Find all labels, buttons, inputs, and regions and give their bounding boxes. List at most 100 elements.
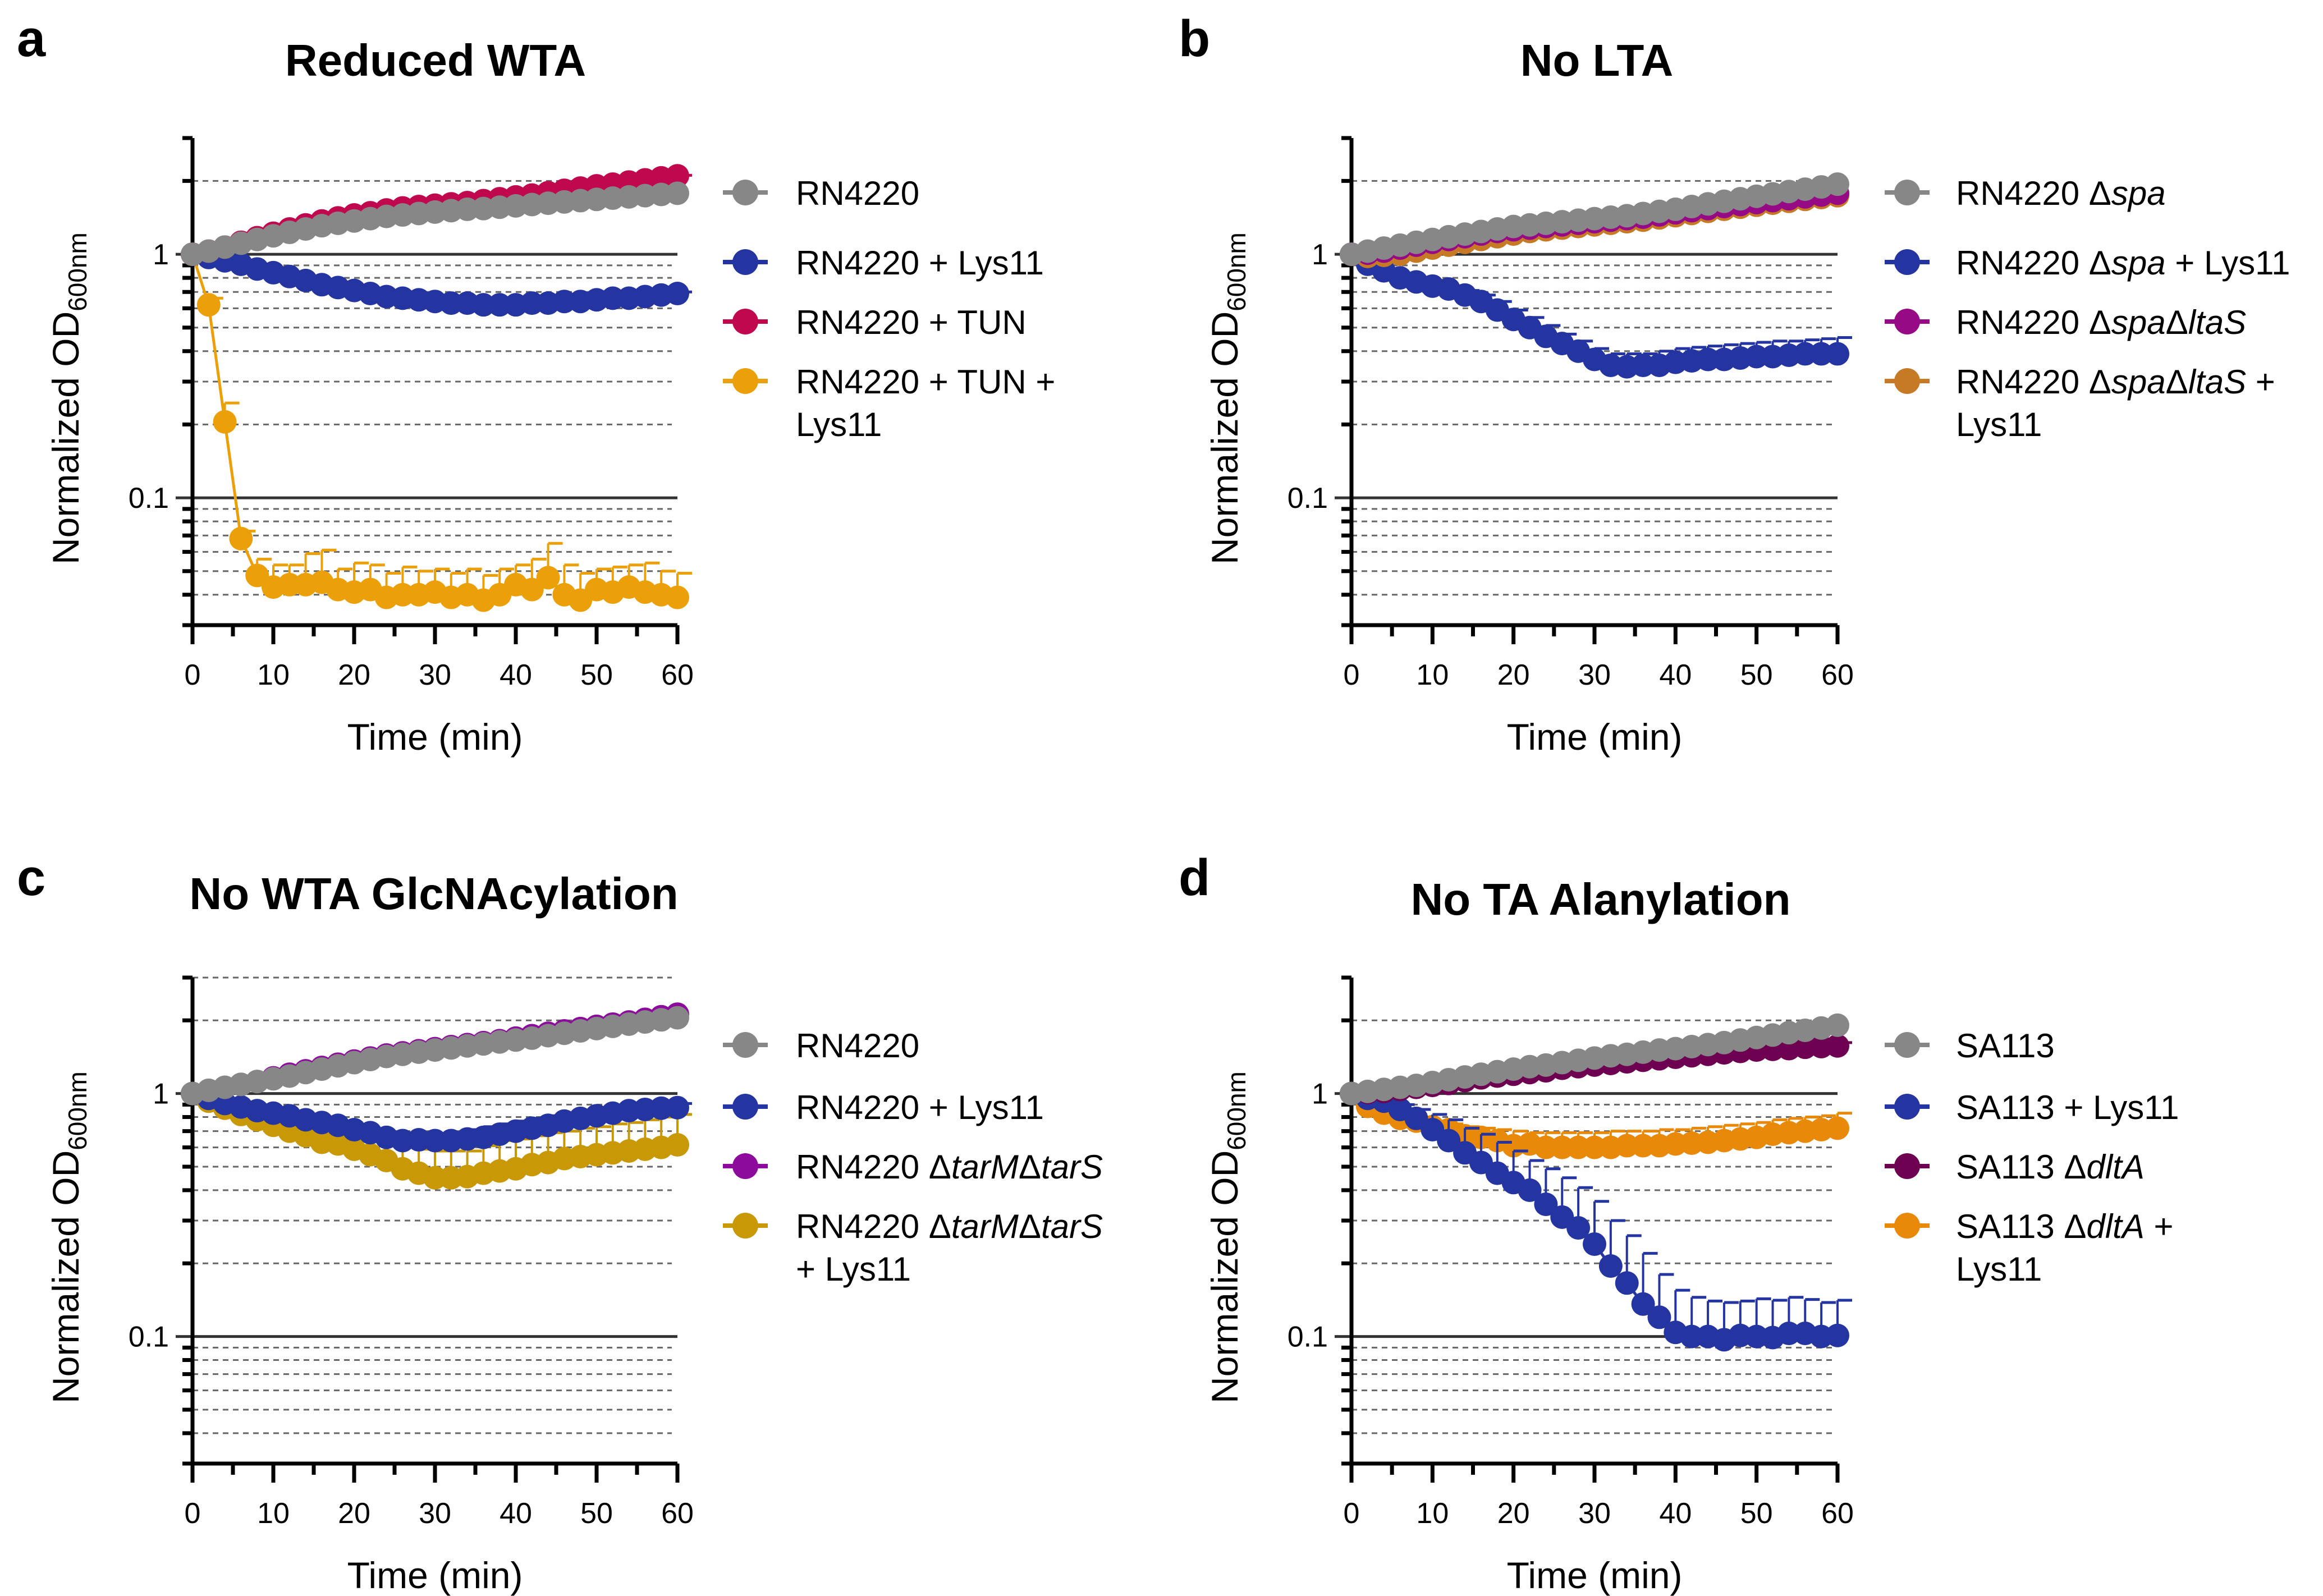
data-point [520, 577, 544, 602]
legend-label-part: Δ [1019, 1148, 1041, 1186]
legend-label-part: tarM [951, 1148, 1019, 1186]
y-axis-title: Normalized OD600nm [45, 232, 92, 565]
plot-area: 1 0.1 0 10 20 30 40 50 60 Time (min) Normalized OD… [45, 975, 694, 1596]
series-rn4220-lys11 [181, 242, 692, 317]
legend-label-part: + Lys11 [796, 1250, 911, 1288]
x-tick-label: 0 [1344, 1497, 1360, 1530]
legend-label-part: RN4220 [796, 1027, 919, 1065]
panel-letter: b [1179, 10, 1210, 67]
data-point [1647, 1305, 1671, 1329]
x-tick-label: 10 [1416, 1497, 1449, 1530]
legend-label-part: Lys11 [1956, 406, 2042, 443]
legend-label-part: dltA [2086, 1148, 2144, 1186]
x-tick-label: 20 [338, 1497, 370, 1530]
x-tick-label: 40 [1659, 659, 1692, 691]
data-point [439, 291, 463, 315]
axes: 1 0.1 0 10 20 30 40 50 60 Time (min) Normalized OD… [45, 136, 694, 758]
x-tick-label: 30 [1578, 659, 1611, 691]
data-point [1826, 172, 1849, 196]
legend-marker [1894, 1213, 1920, 1239]
legend-label: SA113 + Lys11 [1956, 1089, 2179, 1126]
legend-marker [732, 309, 758, 334]
axes: 1 0.1 0 10 20 30 40 50 60 Time (min) Normalized OD… [1204, 975, 1854, 1596]
y-axis-title-subscript: 600nm [63, 1071, 92, 1150]
x-tick-label: 50 [580, 659, 613, 691]
y-axis-title-main: Normalized OD [45, 1150, 86, 1404]
data-point [1777, 1322, 1801, 1346]
y-axis-title-subscript: 600nm [63, 232, 92, 311]
y-axis-title: Normalized OD600nm [1204, 1071, 1251, 1404]
legend-label-part: SA113 + Lys11 [1956, 1089, 2179, 1126]
legend-marker [1894, 1153, 1920, 1179]
legend-item: RN4220 + Lys11 [723, 1089, 1044, 1126]
legend-label-part: Lys11 [796, 406, 882, 443]
data-point [552, 290, 576, 314]
data-point [1696, 347, 1720, 372]
series-rn4220 [181, 1006, 689, 1106]
legend-label-part: spa [2111, 175, 2166, 212]
legend-item: RN4220 ΔtarMΔtarS [723, 1148, 1103, 1186]
legend-item: RN4220 [723, 175, 919, 212]
data-point [196, 293, 221, 317]
x-tick-label: 40 [1659, 1497, 1692, 1530]
data-point [1809, 342, 1834, 366]
legend-marker [1894, 180, 1920, 205]
data-point [1583, 1232, 1606, 1256]
x-tick-label: 0 [185, 1497, 201, 1530]
y-axis-title-subscript: 600nm [1222, 232, 1251, 311]
data-point [213, 410, 237, 434]
y-tick-label: 0.1 [129, 482, 169, 515]
y-axis-title-subscript: 600nm [1222, 1071, 1251, 1150]
legend-label: RN4220 ΔspaΔltaS + Lys11 [1956, 363, 2275, 443]
data-point [666, 1006, 689, 1030]
x-axis-title: Time (min) [347, 716, 523, 758]
x-tick-label: 60 [1821, 659, 1854, 691]
y-axis-title-main: Normalized OD [45, 311, 86, 565]
data-point [601, 286, 625, 310]
plot-area: 1 0.1 0 10 20 30 40 50 60 Time (min) Normalized OD… [45, 136, 694, 758]
legend-marker [732, 1032, 758, 1058]
legend-label-part: RN4220 [796, 175, 919, 212]
panel-letter: d [1179, 849, 1210, 906]
legend-label-part: SA113 Δ [1956, 1148, 2086, 1186]
x-axis-title: Time (min) [347, 1554, 523, 1596]
x-tick-label: 20 [1497, 659, 1530, 691]
data-point [229, 526, 253, 551]
legend-label: RN4220 + TUN + Lys11 [796, 363, 1055, 443]
legend-label-part: SA113 Δ [1956, 1208, 2086, 1245]
data-point [1826, 1034, 1849, 1058]
x-tick-label: 50 [1740, 1497, 1773, 1530]
data-point [1793, 342, 1817, 366]
legend-marker [732, 1153, 758, 1179]
data-point [423, 1166, 447, 1190]
x-tick-label: 0 [1344, 659, 1360, 691]
legend-item: RN4220 + Lys11 [723, 244, 1044, 282]
legend-marker [732, 180, 758, 205]
series-rn4220-lys11 [181, 1081, 692, 1153]
legend-label: SA113 ΔdltA [1956, 1148, 2145, 1186]
x-tick-label: 10 [1416, 659, 1449, 691]
data-point [1680, 1324, 1704, 1349]
x-tick-label: 40 [500, 659, 532, 691]
axes: 1 0.1 0 10 20 30 40 50 60 Time (min) Normalized OD… [1204, 136, 1854, 758]
data-point [277, 572, 301, 597]
legend-marker [1894, 368, 1920, 394]
data-point [1534, 1193, 1558, 1217]
legend-marker [732, 1213, 758, 1239]
data-point [666, 585, 689, 609]
legend-label-part: RN4220 + TUN + [796, 363, 1055, 401]
legend-label: RN4220 [796, 1027, 919, 1065]
legend-label-part: tarS [1041, 1148, 1103, 1186]
plot-area: 1 0.1 0 10 20 30 40 50 60 Time (min) Normalized OD… [1204, 136, 1854, 758]
data-point [520, 291, 544, 315]
legend-label-part: + Lys11 [2166, 244, 2290, 282]
legend-label-part: Δ [1019, 1208, 1041, 1245]
legend-label: RN4220 Δspa [1956, 175, 2166, 212]
data-point [1534, 1135, 1558, 1159]
x-tick-label: 50 [1740, 659, 1773, 691]
data-point [1437, 1129, 1461, 1153]
y-tick-label: 1 [153, 1078, 169, 1111]
x-tick-label: 30 [1578, 1497, 1611, 1530]
